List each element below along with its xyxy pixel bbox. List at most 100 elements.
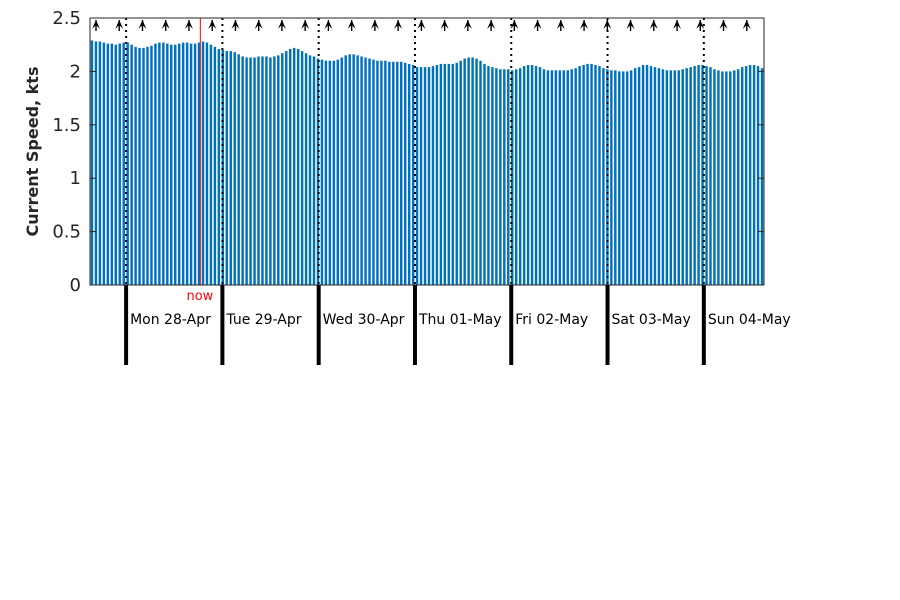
speed-bar [134, 46, 137, 286]
speed-bar [748, 64, 752, 286]
speed-bar [90, 40, 94, 286]
speed-bar [471, 57, 474, 285]
speed-bar [130, 44, 133, 286]
speed-bar [550, 70, 554, 285]
direction-arrow-head [533, 20, 542, 29]
speed-bar [665, 70, 669, 285]
speed-bar [681, 69, 684, 285]
day-label: Mon 28-Apr [130, 312, 211, 328]
speed-bar [530, 64, 534, 286]
direction-arrow-head [301, 20, 310, 29]
y-tick-label: 0 [70, 275, 81, 296]
speed-bar [170, 44, 173, 286]
speed-bar [546, 70, 550, 285]
speed-bar [614, 70, 617, 285]
speed-bar [542, 69, 546, 285]
speed-bar [376, 60, 379, 285]
speed-bar [233, 52, 236, 286]
speed-bar [288, 48, 292, 285]
direction-arrow-head [394, 20, 403, 29]
speed-bar [292, 47, 296, 286]
speed-bar [538, 67, 542, 285]
speed-bar [411, 64, 415, 286]
speed-bar [709, 67, 712, 285]
speed-bar [729, 71, 732, 286]
speed-bar [427, 67, 431, 285]
day-boundary-dotted-lines [125, 18, 705, 285]
speed-bar [673, 70, 677, 285]
speed-bar [717, 70, 720, 285]
speed-bar [245, 57, 248, 285]
speed-bar [499, 69, 502, 285]
day-label: Fri 02-May [515, 312, 588, 328]
speed-bar [507, 69, 510, 285]
speed-bar [217, 48, 221, 285]
speed-bar [296, 48, 300, 285]
speed-bar [102, 42, 106, 286]
speed-bar [138, 47, 141, 286]
speed-bar [475, 58, 478, 285]
speed-bar [649, 66, 653, 285]
speed-bar [586, 63, 589, 285]
speed-bar [348, 54, 351, 286]
speed-bar [522, 66, 526, 285]
speed-bar [479, 60, 482, 285]
speed-bar [249, 57, 252, 285]
speed-bar [645, 64, 649, 286]
speed-bar [606, 69, 609, 285]
speed-bar [324, 60, 328, 285]
speed-bar [641, 64, 645, 286]
speed-bar [554, 70, 558, 285]
speed-bar [304, 53, 308, 285]
direction-arrow-head [510, 20, 519, 29]
speed-bar [110, 43, 114, 285]
speed-bar [403, 62, 407, 285]
speed-bar [483, 63, 486, 285]
direction-arrow-head [115, 20, 124, 29]
speed-bar [653, 67, 657, 285]
speed-bar [701, 64, 704, 286]
speed-bar [181, 42, 185, 286]
speed-bar [590, 63, 593, 285]
speed-bar [455, 62, 458, 285]
speed-bar [511, 70, 514, 285]
direction-arrow-head [580, 20, 589, 29]
speed-bar [423, 67, 427, 285]
speed-bar [126, 42, 129, 286]
speed-bar [685, 68, 688, 285]
speed-bar [265, 56, 268, 286]
direction-arrow-head [463, 20, 472, 29]
speed-bar [205, 42, 209, 286]
plot-frame [89, 17, 765, 286]
speed-bar [744, 66, 748, 285]
speed-bar [713, 69, 716, 285]
speed-bar [150, 45, 153, 285]
speed-bar [193, 43, 197, 285]
speed-bar [602, 68, 605, 285]
speed-bar [189, 43, 193, 285]
speed-bar [705, 66, 708, 285]
bars-layer [90, 40, 764, 286]
speed-bar [578, 66, 581, 285]
speed-bar [495, 68, 498, 285]
speed-bar [443, 63, 447, 285]
speed-bar [487, 66, 490, 285]
day-label: Sat 03-May [612, 312, 691, 328]
speed-bar [503, 69, 506, 285]
speed-bar [693, 66, 696, 285]
speed-bar [598, 66, 601, 285]
speed-bar [618, 71, 621, 286]
y-tick-label: 1 [70, 168, 81, 189]
y-tick-label: 1.5 [52, 115, 81, 136]
speed-bar [344, 55, 347, 285]
direction-arrow-head [626, 20, 635, 29]
speed-bar [689, 67, 692, 285]
speed-bar [629, 70, 633, 285]
speed-bar [209, 44, 213, 286]
speed-bar [114, 44, 117, 286]
speed-bar [752, 64, 756, 286]
speed-bar [392, 61, 395, 285]
direction-arrow-head [184, 20, 193, 29]
day-tick-bars [124, 285, 706, 365]
speed-bar [261, 56, 264, 286]
